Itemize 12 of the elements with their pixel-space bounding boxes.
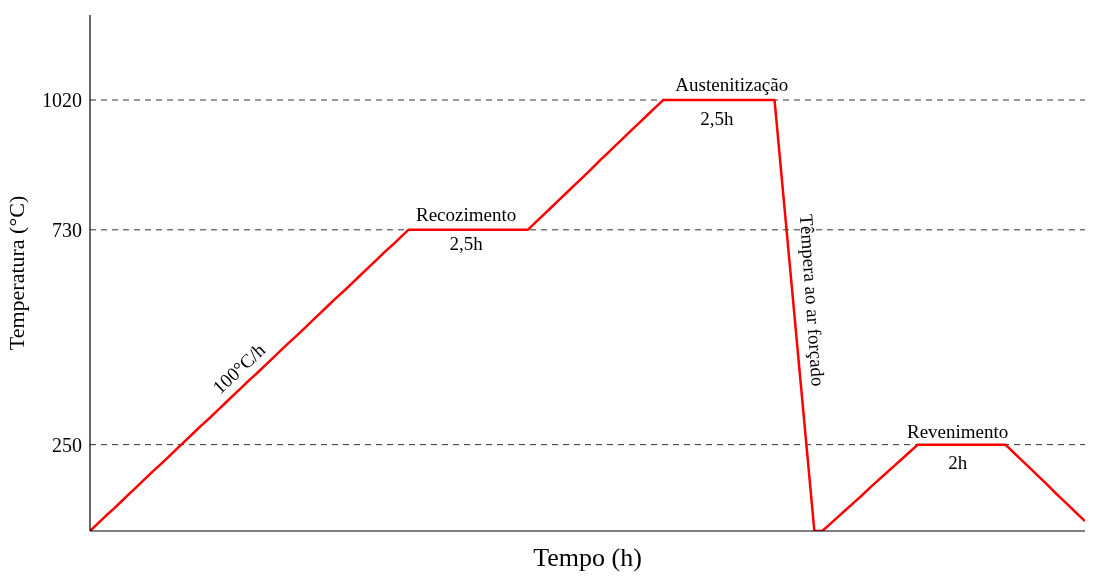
annotation: Têmpera ao ar forçado xyxy=(795,213,829,388)
y-axis-title: Temperatura (°C) xyxy=(3,195,29,351)
annotation: Austenitização xyxy=(675,73,789,95)
annotation: 2,5h xyxy=(700,107,734,129)
annotation: 2h xyxy=(948,452,968,474)
annotation: Revenimento xyxy=(906,421,1009,443)
annotation: Recozimento xyxy=(415,203,517,225)
x-axis-title: Tempo (h) xyxy=(533,543,642,572)
y-tick-label: 250 xyxy=(52,433,82,456)
y-tick-label: 1020 xyxy=(42,89,82,112)
y-tick-label: 730 xyxy=(52,218,82,241)
annotation: 2,5h xyxy=(449,233,484,255)
